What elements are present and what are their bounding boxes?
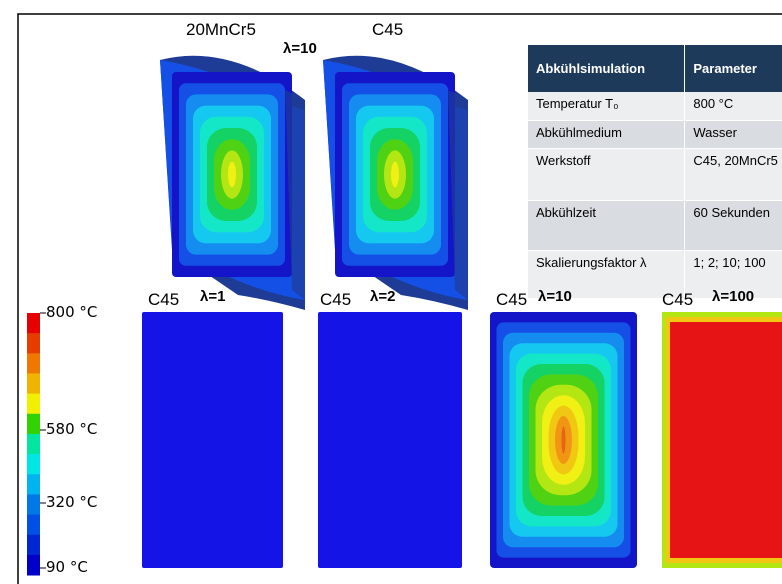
legend-swatch xyxy=(27,434,40,455)
model-label: 20MnCr5 xyxy=(186,20,256,40)
table-cell: Temperatur T₀ xyxy=(528,92,685,120)
legend-label: 320 °C xyxy=(46,493,97,511)
legend-swatch xyxy=(27,474,40,495)
panel-lambda: λ=2 xyxy=(370,288,395,305)
contour-band xyxy=(562,426,566,453)
table-cell: Abkühlzeit xyxy=(528,200,685,250)
table-cell: Wasser xyxy=(685,120,782,148)
panel-material: C45 xyxy=(496,290,527,310)
table-cell: Abkühlmedium xyxy=(528,120,685,148)
legend-swatch xyxy=(27,515,40,536)
legend-label: 90 °C xyxy=(46,558,88,576)
legend-swatch xyxy=(27,394,40,415)
legend-swatch xyxy=(27,313,40,334)
legend-swatch xyxy=(27,333,40,354)
legend-swatch xyxy=(27,373,40,394)
panel-lambda: λ=100 xyxy=(712,288,754,305)
legend-swatch xyxy=(27,555,40,576)
table-cell: Werkstoff xyxy=(528,148,685,200)
table-header: Abkühlsimulation xyxy=(528,45,685,92)
table-cell: C45, 20MnCr5 xyxy=(685,148,782,200)
legend-swatch xyxy=(27,535,40,556)
panel-material: C45 xyxy=(320,290,351,310)
sim-panel xyxy=(318,312,462,568)
sim-panel xyxy=(142,312,283,568)
page: 20MnCr5 C45 λ=10 AbkühlsimulationParamet… xyxy=(0,0,782,584)
legend-swatch xyxy=(27,454,40,475)
table-cell: 60 Sekunden xyxy=(685,200,782,250)
legend-label: 800 °C xyxy=(46,303,97,321)
contour-band xyxy=(228,162,236,188)
contour-band xyxy=(391,162,399,188)
panel-material: C45 xyxy=(148,290,179,310)
panel-lambda: λ=10 xyxy=(538,288,572,305)
panel-lambda: λ=1 xyxy=(200,288,225,305)
legend-swatch xyxy=(27,494,40,515)
model-label: C45 xyxy=(372,20,403,40)
sim-panel xyxy=(670,322,782,558)
table-header: Parameter xyxy=(685,45,782,92)
panel-material: C45 xyxy=(662,290,693,310)
legend-swatch xyxy=(27,414,40,435)
legend-swatch xyxy=(27,353,40,374)
legend-label: 580 °C xyxy=(46,420,97,438)
lambda-label: λ=10 xyxy=(283,40,317,57)
table-cell: 800 °C xyxy=(685,92,782,120)
